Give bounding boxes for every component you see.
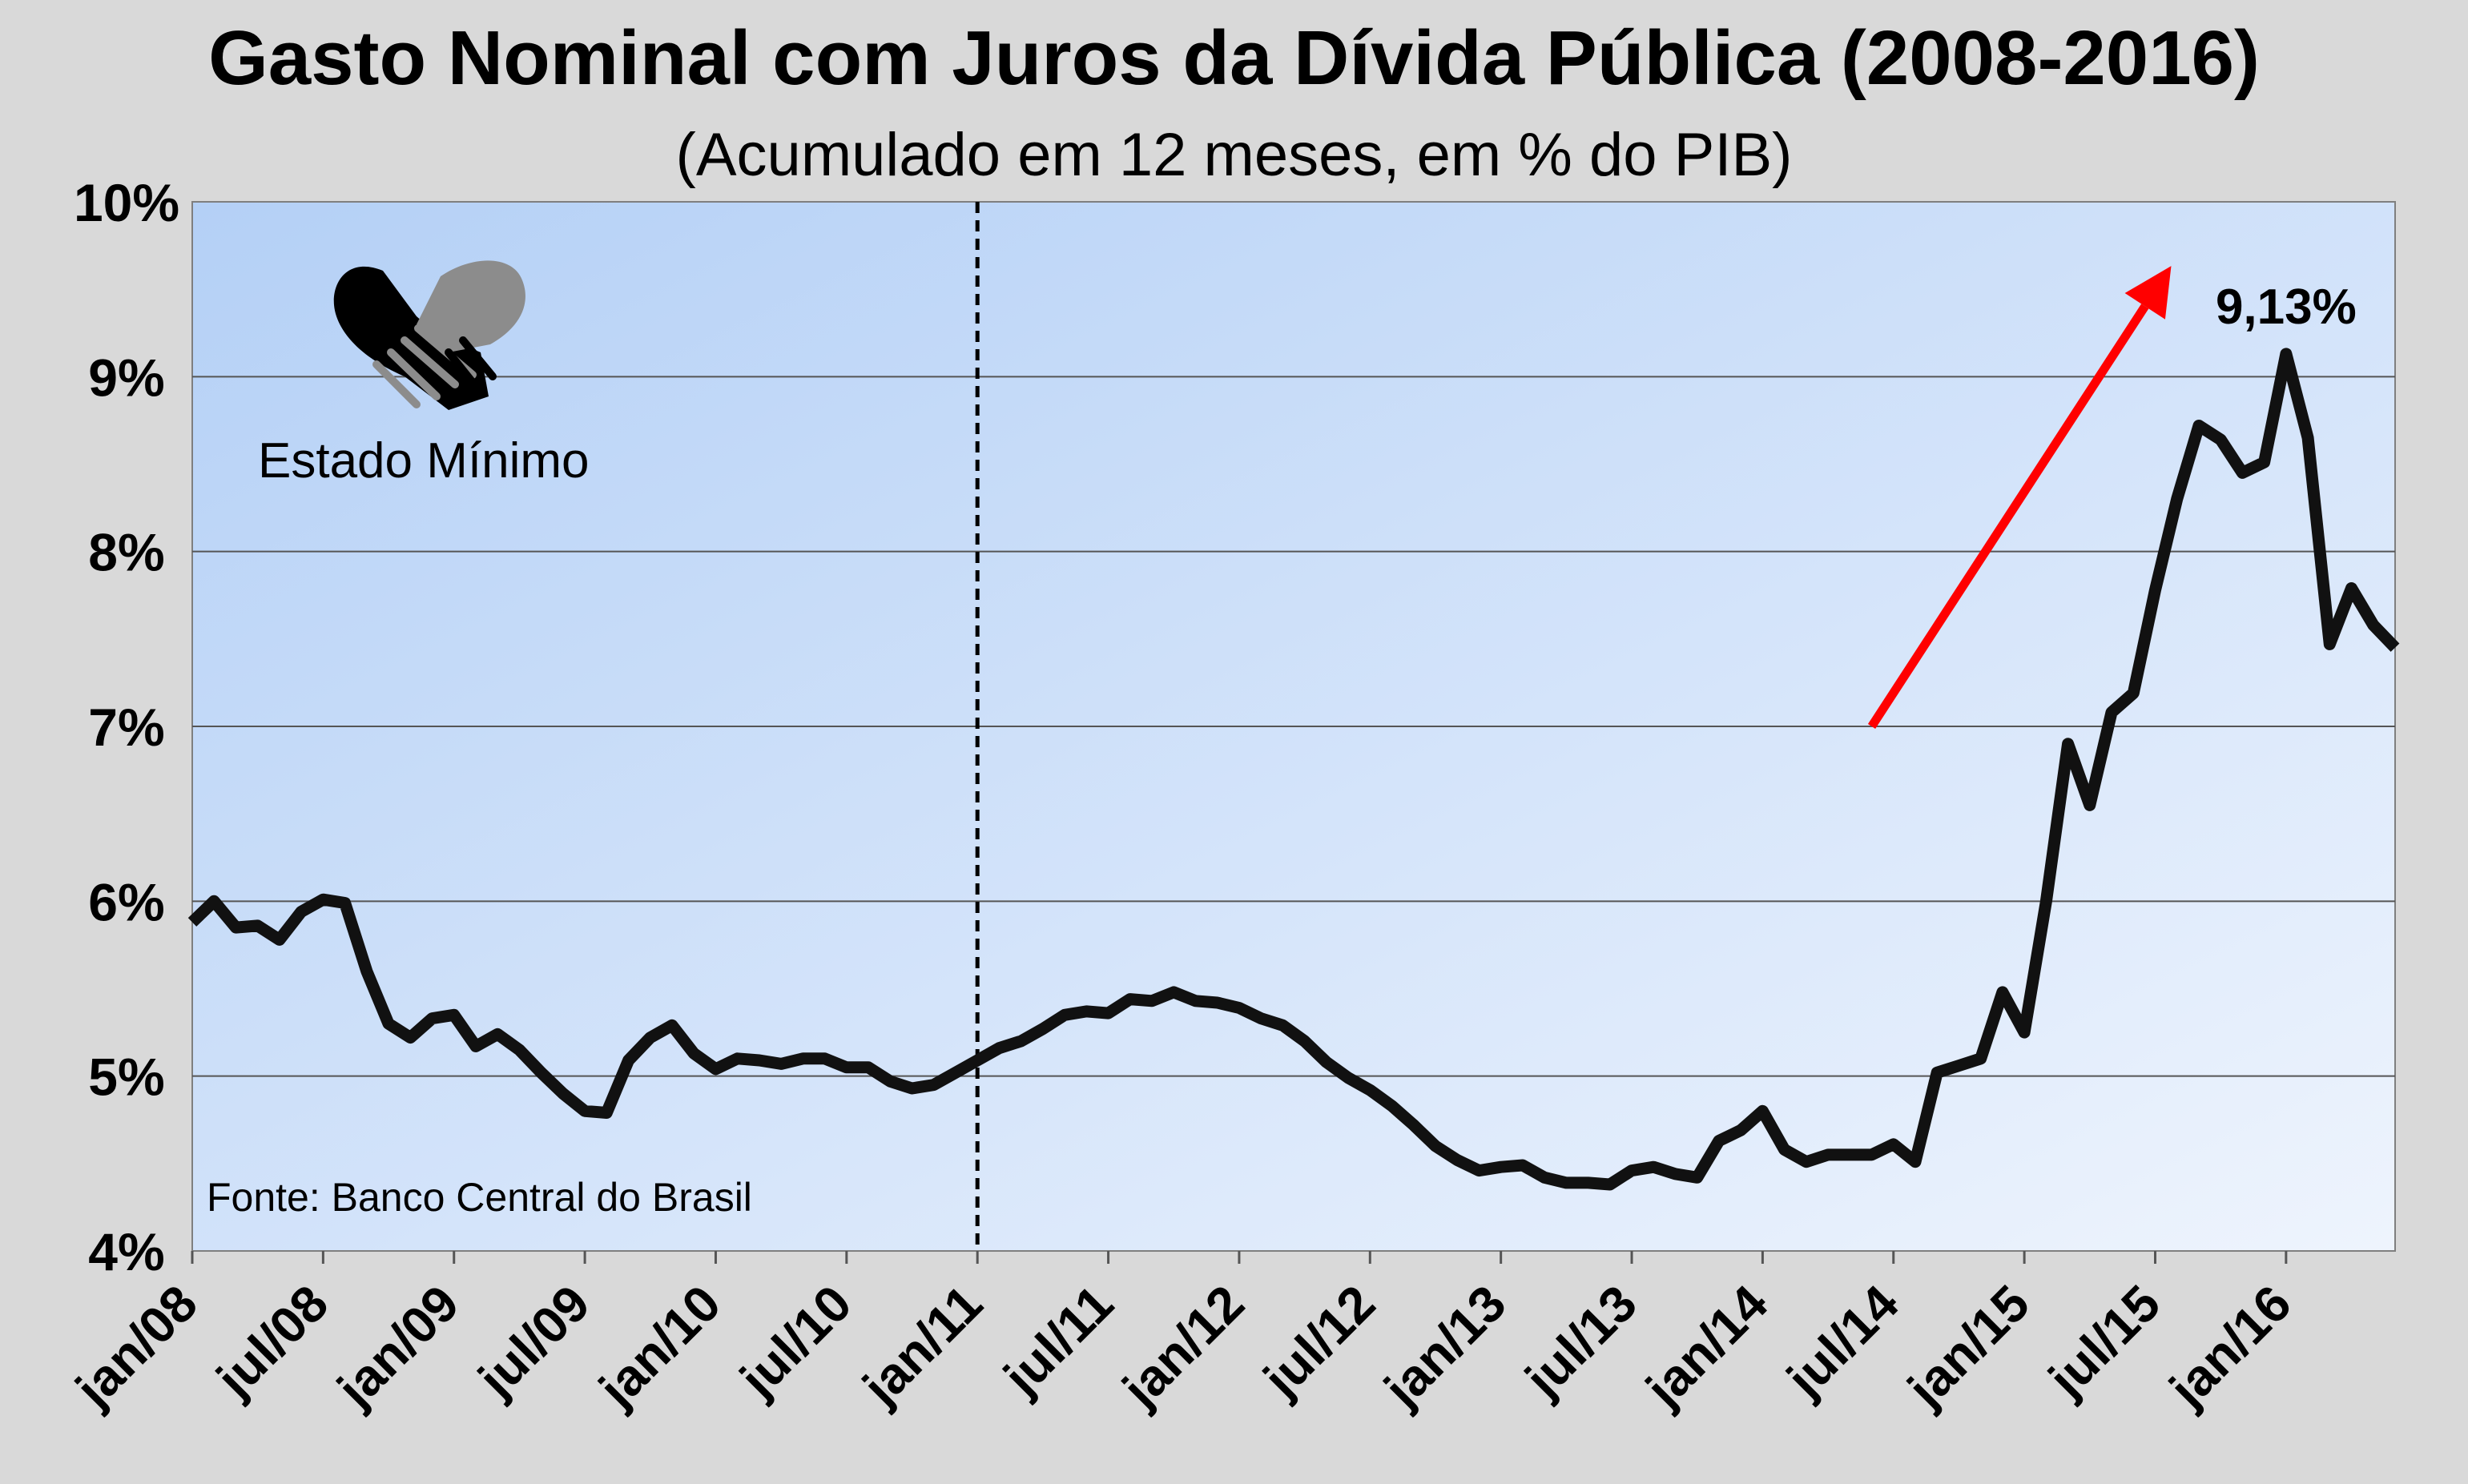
handshake-icon: [333, 260, 525, 410]
y-tick-label: 5%: [88, 1048, 164, 1107]
x-tick-label: jul/12: [1252, 1274, 1386, 1408]
gridlines: [192, 376, 2395, 1077]
x-tick-label: jan/13: [1373, 1274, 1517, 1418]
y-axis: 4% 5% 6% 7% 8% 9% 10%: [74, 173, 179, 1281]
x-tick-label: jul/11: [992, 1274, 1125, 1406]
x-tick-label: jul/13: [1514, 1274, 1648, 1408]
x-tick-label: jul/10: [728, 1274, 862, 1408]
estado-minimo-logo: Estado Mínimo: [258, 260, 590, 489]
x-tick-label: jan/15: [1896, 1274, 2040, 1418]
y-tick-label: 9%: [88, 348, 164, 407]
x-tick-label: jan/16: [2158, 1274, 2302, 1418]
y-tick-label: 4%: [88, 1222, 164, 1281]
x-tick-label: jul/09: [467, 1274, 601, 1408]
x-tick-label: jul/14: [1775, 1274, 1910, 1409]
y-tick-label: 10%: [74, 173, 179, 232]
x-tick-label: jan/10: [587, 1274, 731, 1418]
y-tick-label: 7%: [88, 698, 164, 757]
chart-subtitle: (Acumulado em 12 meses, em % do PIB): [675, 121, 1793, 189]
series-line: [187, 348, 2400, 1191]
y-tick-label: 6%: [88, 872, 164, 931]
peak-annotation: 9,13%: [2216, 280, 2357, 335]
trend-arrow: [1867, 304, 2149, 729]
trend-arrow-head: [2124, 266, 2172, 320]
logo-text: Estado Mínimo: [258, 433, 590, 489]
x-tick-label: jul/08: [205, 1274, 339, 1408]
x-tick-label: jan/11: [852, 1274, 993, 1416]
y-tick-label: 8%: [88, 523, 164, 582]
x-tick-label: jan/12: [1111, 1274, 1255, 1418]
x-axis: jan/08jul/08jan/09jul/09jan/10jul/10jan/…: [64, 1250, 2395, 1418]
x-tick-label: jul/15: [2037, 1274, 2171, 1408]
x-tick-label: jan/14: [1634, 1274, 1778, 1418]
source-note: Fonte: Banco Central do Brasil: [207, 1175, 752, 1220]
x-tick-label: jan/08: [64, 1274, 208, 1418]
chart-title: Gasto Nominal com Juros da Dívida Públic…: [208, 15, 2260, 101]
x-tick-label: jan/09: [326, 1274, 470, 1418]
